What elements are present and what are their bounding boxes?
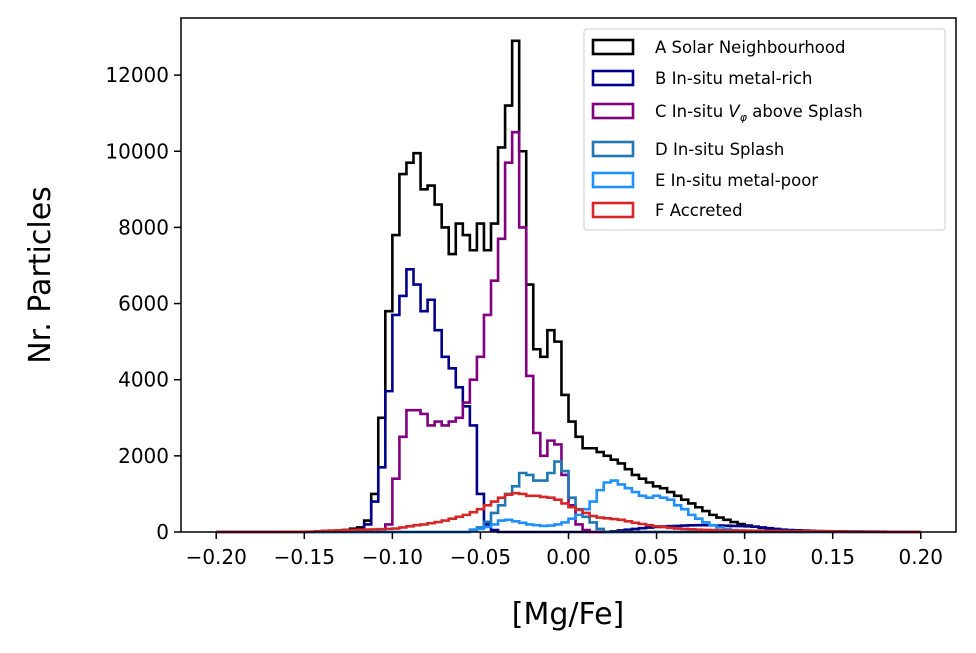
legend-swatch-e [591,171,635,189]
series-f-histogram [216,491,921,534]
legend-label-f: F Accreted [655,201,743,220]
x-tick-label: 0.00 [546,545,591,569]
y-tick-label: 10000 [105,139,169,163]
y-tick-label: 6000 [118,292,169,316]
legend: A Solar Neighbourhood B In-situ metal-ric… [583,28,946,231]
x-tick-label: 0.10 [722,545,767,569]
legend-swatch-c [591,102,635,120]
y-tick-label: 12000 [105,63,169,87]
y-axis: 0 2000 4000 6000 8000 10000 12000 [105,63,181,544]
x-axis-label: [Mg/Fe] [512,597,625,632]
legend-label-d: D In-situ Splash [655,140,784,159]
x-tick-label: 0.15 [810,545,855,569]
y-tick-label: 2000 [118,444,169,468]
y-tick-label: 4000 [118,368,169,392]
legend-label-a: A Solar Neighbourhood [655,38,845,57]
x-tick-label: 0.05 [634,545,679,569]
legend-label-e: E In-situ metal-poor [655,171,818,190]
y-axis-label: Nr. Particles [23,186,58,364]
y-tick-label: 8000 [118,215,169,239]
x-tick-label: 0.20 [899,545,944,569]
legend-swatch-a [591,38,635,56]
legend-swatch-b [591,69,635,87]
x-tick-label: −0.05 [450,545,511,569]
legend-frame [583,28,946,231]
legend-swatch-d [591,140,635,158]
x-axis: −0.20 −0.15 −0.10 −0.05 0.00 0.05 0.10 0.15 0.20 [186,532,943,569]
y-tick-label: 0 [156,520,169,544]
x-tick-label: −0.15 [274,545,335,569]
legend-swatch-f [591,201,635,219]
legend-label-c: C In-situ Vφ above Splash [655,102,863,124]
x-tick-label: −0.10 [362,545,423,569]
x-tick-label: −0.20 [186,545,247,569]
legend-label-b: B In-situ metal-rich [655,69,812,88]
